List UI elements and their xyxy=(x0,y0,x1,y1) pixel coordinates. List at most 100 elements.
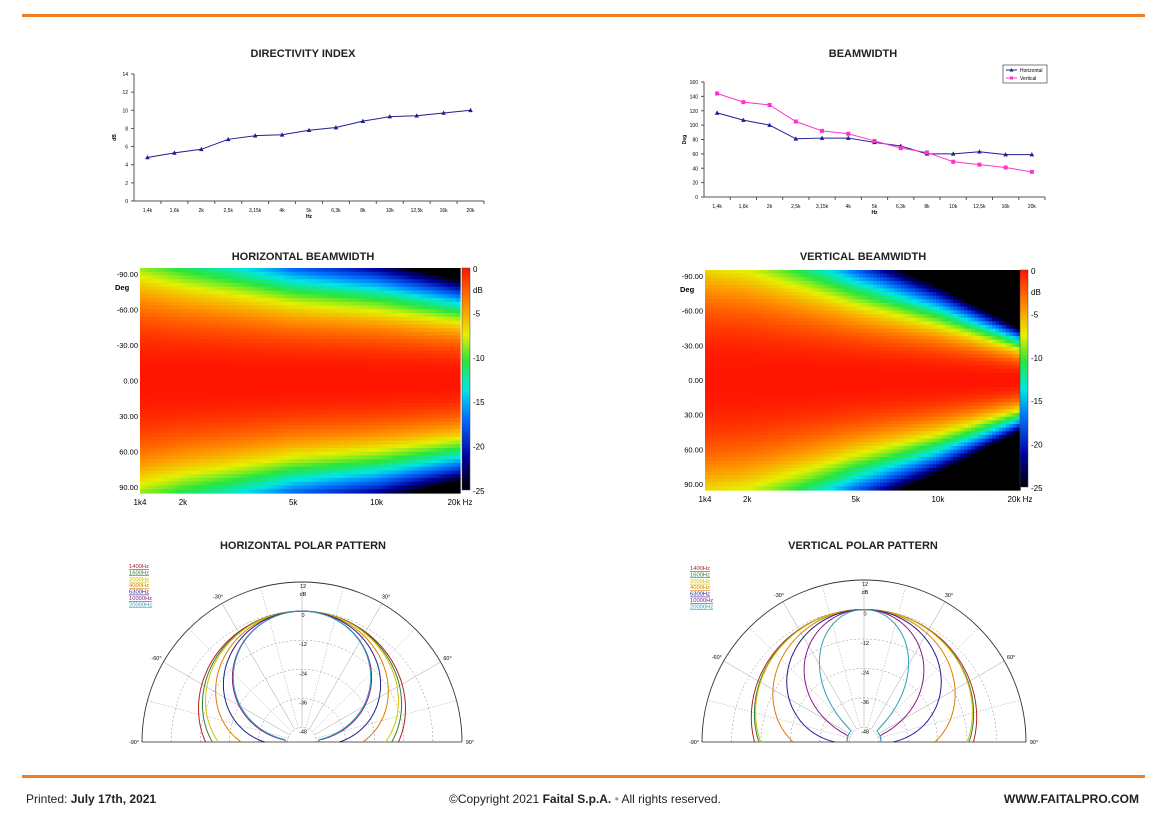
heatmap-cell xyxy=(364,313,369,318)
heatmap-cell xyxy=(221,373,226,378)
heatmap-cell xyxy=(253,283,258,288)
heatmap-cell xyxy=(193,414,198,419)
heatmap-cell xyxy=(154,328,159,333)
heatmap-cell xyxy=(367,485,372,490)
heatmap-cell xyxy=(260,290,266,295)
heatmap-cell xyxy=(143,399,148,404)
heatmap-cell xyxy=(349,410,354,415)
heatmap-cell xyxy=(339,410,344,415)
heatmap-cell xyxy=(172,283,177,288)
heatmap-cell xyxy=(349,331,354,337)
heatmap-cell xyxy=(175,283,180,288)
heatmap-cell xyxy=(154,433,159,438)
heatmap-cell xyxy=(182,328,187,333)
heatmap-cell xyxy=(392,358,397,363)
heatmap-cell xyxy=(225,478,230,483)
heatmap-cell xyxy=(399,331,404,337)
heatmap-cell xyxy=(200,373,205,378)
heatmap-cell xyxy=(324,410,330,415)
heatmap-cell xyxy=(143,406,148,412)
heatmap-cell xyxy=(147,275,152,280)
heatmap-cell xyxy=(410,436,415,442)
heatmap-cell xyxy=(314,283,319,288)
heatmap-cell xyxy=(378,313,383,318)
heatmap-cell xyxy=(193,316,198,322)
heatmap-cell xyxy=(321,290,326,295)
heatmap-cell xyxy=(335,365,340,370)
heatmap-cell xyxy=(399,380,404,385)
heatmap-cell xyxy=(196,436,202,442)
heatmap-cell xyxy=(335,459,340,464)
heatmap-cell xyxy=(172,414,177,419)
heatmap-cell xyxy=(250,455,255,460)
heatmap-cell xyxy=(200,290,205,295)
heatmap-cell xyxy=(335,421,340,427)
heatmap-cell xyxy=(143,290,148,295)
heatmap-cell xyxy=(179,275,184,280)
heatmap-cell xyxy=(282,283,287,288)
heatmap-cell xyxy=(349,301,354,307)
heatmap-cell xyxy=(396,478,401,483)
heatmap-cell xyxy=(175,399,180,404)
heatmap-cell xyxy=(328,478,333,483)
heatmap-cell xyxy=(300,271,305,277)
heatmap-cell xyxy=(179,451,184,457)
heatmap-cell xyxy=(278,418,283,423)
heatmap-cell xyxy=(303,339,308,344)
heatmap-cell xyxy=(417,316,422,322)
heatmap-cell xyxy=(396,455,401,460)
heatmap-cell xyxy=(388,474,394,479)
heatmap-cell xyxy=(168,365,173,370)
heatmap-cell xyxy=(211,436,216,442)
heatmap-cell xyxy=(275,485,280,490)
heatmap-cell xyxy=(236,313,241,318)
heatmap-cell xyxy=(239,328,244,333)
heatmap-cell xyxy=(264,373,269,378)
heatmap-cell xyxy=(253,485,258,490)
heatmap-cell xyxy=(300,459,305,464)
x-tick-label: 4k xyxy=(846,204,852,210)
heatmap-cell xyxy=(420,290,426,295)
heatmap-cell xyxy=(424,294,429,299)
heatmap-cell xyxy=(186,474,191,479)
heatmap-cell xyxy=(314,275,319,280)
heatmap-cell xyxy=(221,459,226,464)
heatmap-cell xyxy=(381,343,386,348)
heatmap-cell xyxy=(175,410,180,415)
heatmap-cell xyxy=(396,328,401,333)
heatmap-cell xyxy=(403,384,408,389)
heatmap-cell xyxy=(307,485,312,490)
heatmap-cell xyxy=(204,466,209,472)
heatmap-cell xyxy=(232,376,237,382)
heatmap-cell xyxy=(214,305,219,310)
heatmap-cell xyxy=(232,489,237,494)
heatmap-cell xyxy=(214,455,219,460)
heatmap-cell xyxy=(399,384,404,389)
heatmap-cell xyxy=(385,451,390,457)
heatmap-cell xyxy=(381,391,386,397)
heatmap-cell xyxy=(214,421,219,427)
heatmap-cell xyxy=(396,339,401,344)
heatmap-cell xyxy=(424,410,429,415)
heatmap-cell xyxy=(353,361,358,367)
heatmap-cell xyxy=(196,425,202,430)
heatmap-cell xyxy=(161,361,166,367)
heatmap-cell xyxy=(168,290,173,295)
heatmap-cell xyxy=(200,331,205,337)
heatmap-cell xyxy=(342,328,347,333)
heatmap-cell xyxy=(204,429,209,434)
heatmap-cell xyxy=(147,384,152,389)
heatmap-cell xyxy=(150,481,155,487)
heatmap-cell xyxy=(236,309,241,314)
heatmap-cell xyxy=(182,406,187,412)
heatmap-cell xyxy=(200,294,205,299)
heatmap-cell xyxy=(278,384,283,389)
heatmap-cell xyxy=(324,350,330,355)
heatmap-cell xyxy=(332,440,337,445)
heatmap-cell xyxy=(410,335,415,340)
heatmap-cell xyxy=(228,425,234,430)
heatmap-cell xyxy=(292,440,298,445)
heatmap-cell xyxy=(342,361,347,367)
heatmap-cell xyxy=(328,320,333,325)
